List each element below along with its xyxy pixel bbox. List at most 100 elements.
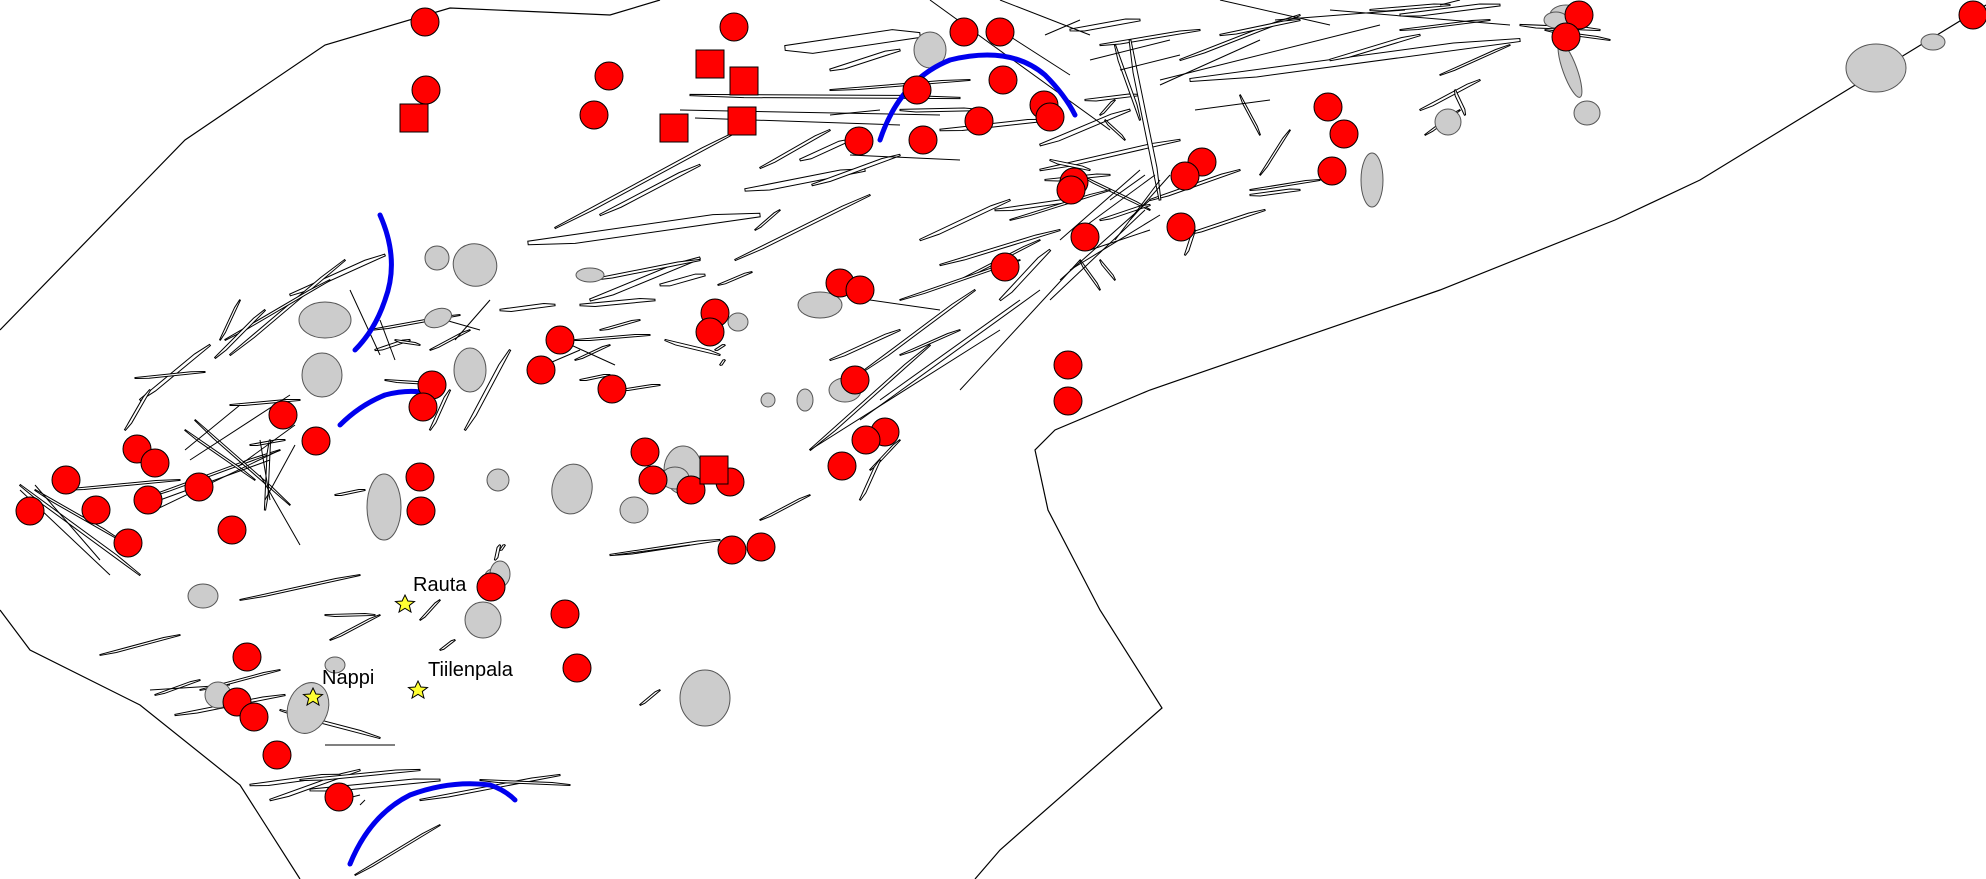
dyke-body xyxy=(429,328,471,352)
dyke-body xyxy=(599,319,641,331)
observation-point-icon[interactable] xyxy=(81,495,111,525)
arc-feature xyxy=(337,388,423,428)
observation-point-icon[interactable] xyxy=(1053,386,1083,416)
dyke-body xyxy=(754,209,781,231)
observation-point-icon[interactable] xyxy=(1170,161,1200,191)
observation-point-icon[interactable] xyxy=(1070,222,1100,252)
observation-point-icon[interactable] xyxy=(133,485,163,515)
dyke-body xyxy=(759,493,811,522)
observation-point-icon[interactable] xyxy=(406,496,436,526)
outcrop-body xyxy=(760,392,776,408)
observation-point-icon[interactable] xyxy=(845,275,875,305)
dyke-body xyxy=(919,198,1011,242)
observation-point-icon[interactable] xyxy=(597,374,627,404)
observation-point-icon[interactable] xyxy=(239,702,269,732)
dyke-body xyxy=(1249,179,1321,191)
observation-point-icon[interactable] xyxy=(411,75,441,105)
outcrop-body xyxy=(464,601,502,639)
observation-point-icon[interactable] xyxy=(476,572,506,602)
observation-point-icon[interactable] xyxy=(15,496,45,526)
observation-point-icon[interactable] xyxy=(51,465,81,495)
observation-point-icon[interactable] xyxy=(579,100,609,130)
observation-point-icon[interactable] xyxy=(676,475,706,505)
observation-point-icon[interactable] xyxy=(844,126,874,156)
observation-point-icon[interactable] xyxy=(262,740,292,770)
observation-point-icon[interactable] xyxy=(268,400,298,430)
observation-point-icon[interactable] xyxy=(964,106,994,136)
outcrop-body xyxy=(796,388,814,412)
observation-point-icon[interactable] xyxy=(1035,102,1065,132)
observation-point-icon[interactable] xyxy=(1958,0,1986,30)
observation-point-icon[interactable] xyxy=(827,451,857,481)
observation-point-icon[interactable] xyxy=(1053,350,1083,380)
fault-line xyxy=(259,474,301,546)
observation-point-icon[interactable] xyxy=(408,392,438,422)
fault-line xyxy=(999,0,1091,36)
dyke-body xyxy=(1189,37,1521,83)
observation-point-icon[interactable] xyxy=(1317,156,1347,186)
observation-point-icon[interactable] xyxy=(851,425,881,455)
dyke-body xyxy=(1128,39,1162,201)
observation-point-icon[interactable] xyxy=(232,642,262,672)
observation-point-icon[interactable] xyxy=(184,472,214,502)
observation-point-icon[interactable] xyxy=(908,125,938,155)
dyke-body xyxy=(428,389,452,431)
observation-point-icon[interactable] xyxy=(405,462,435,492)
dyke-body xyxy=(324,612,376,618)
observation-point-icon[interactable] xyxy=(545,325,575,355)
observation-point-icon[interactable] xyxy=(1551,22,1581,52)
observation-point-icon[interactable] xyxy=(113,528,143,558)
observation-point-icon[interactable] xyxy=(840,365,870,395)
place-nappi[interactable]: Nappi xyxy=(302,667,375,707)
observation-point-icon[interactable] xyxy=(140,448,170,478)
dyke-body xyxy=(574,334,651,341)
observation-point-icon[interactable] xyxy=(990,252,1020,282)
observation-point-icon[interactable] xyxy=(217,515,247,545)
observation-point-icon[interactable] xyxy=(301,426,331,456)
observation-point-icon[interactable] xyxy=(410,7,440,37)
observation-point-icon[interactable] xyxy=(1313,92,1343,122)
observation-point-icon[interactable] xyxy=(526,355,556,385)
observation-point-icon[interactable] xyxy=(949,17,979,47)
observation-square-icon[interactable] xyxy=(699,455,729,485)
observation-point-icon[interactable] xyxy=(717,535,747,565)
observation-point-icon[interactable] xyxy=(1329,119,1359,149)
dyke-body xyxy=(527,212,761,246)
observation-point-icon[interactable] xyxy=(324,782,354,812)
observation-point-icon[interactable] xyxy=(719,12,749,42)
fault-line xyxy=(239,424,296,466)
observation-point-icon[interactable] xyxy=(630,437,660,467)
observation-point-icon[interactable] xyxy=(594,61,624,91)
arc-feature xyxy=(352,212,394,353)
observation-point-icon[interactable] xyxy=(1056,175,1086,205)
place-rauta[interactable]: Rauta xyxy=(394,574,468,614)
outcrop-body xyxy=(424,245,450,271)
observation-point-icon[interactable] xyxy=(1564,0,1594,30)
place-tiilenpala[interactable]: Tiilenpala xyxy=(407,659,514,700)
dyke-body xyxy=(717,270,753,287)
observation-point-icon[interactable] xyxy=(1166,212,1196,242)
observation-point-icon[interactable] xyxy=(902,75,932,105)
observation-point-icon[interactable] xyxy=(985,17,1015,47)
dyke-body xyxy=(463,348,512,432)
observation-square-icon[interactable] xyxy=(727,106,757,136)
observation-square-icon[interactable] xyxy=(729,66,759,96)
dyke-body xyxy=(499,544,506,551)
observation-point-icon[interactable] xyxy=(562,653,592,683)
outcrop-body xyxy=(1360,152,1384,208)
dyke-body xyxy=(829,328,901,362)
dyke-body xyxy=(394,338,421,347)
observation-point-icon[interactable] xyxy=(988,65,1018,95)
observation-square-icon[interactable] xyxy=(399,103,429,133)
observation-point-icon[interactable] xyxy=(550,599,580,629)
outcrop-body xyxy=(797,291,843,319)
observation-point-icon[interactable] xyxy=(695,317,725,347)
observation-point-icon[interactable] xyxy=(638,465,668,495)
observation-square-icon[interactable] xyxy=(659,113,689,143)
outcrop-body xyxy=(1434,108,1462,136)
dyke-body xyxy=(1098,99,1117,116)
observation-point-icon[interactable] xyxy=(746,532,776,562)
dyke-body xyxy=(899,328,961,357)
observation-square-icon[interactable] xyxy=(695,49,725,79)
